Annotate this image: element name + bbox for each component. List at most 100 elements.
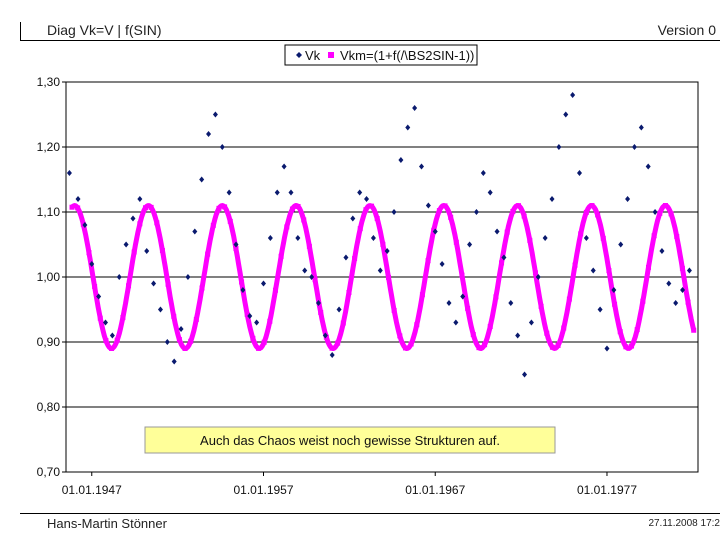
vkm-point xyxy=(86,250,92,256)
vkm-point xyxy=(674,233,680,239)
vkm-point xyxy=(634,327,640,333)
vk-point xyxy=(494,228,500,235)
x-tick-label: 01.01.1957 xyxy=(233,483,293,497)
vk-point xyxy=(137,196,143,202)
vkm-point xyxy=(425,258,431,264)
vkm-point xyxy=(137,221,143,227)
vk-point xyxy=(364,196,370,202)
vk-point xyxy=(666,280,672,287)
vk-point xyxy=(487,189,493,196)
vkm-point xyxy=(391,307,397,313)
vkm-point xyxy=(278,253,284,259)
series-vkm xyxy=(69,203,697,351)
vk-point xyxy=(604,345,610,352)
vkm-point xyxy=(97,315,103,321)
vk-point xyxy=(467,241,473,248)
vkm-point xyxy=(657,210,663,216)
vk-point xyxy=(66,170,72,176)
vkm-point xyxy=(142,205,148,211)
vk-point xyxy=(247,313,253,319)
vk-point xyxy=(556,144,562,150)
vk-point xyxy=(412,105,418,111)
vkm-point xyxy=(357,226,363,232)
vkm-point xyxy=(623,344,629,350)
vk-point xyxy=(96,293,102,300)
vkm-point xyxy=(566,296,572,302)
vk-point xyxy=(439,261,445,267)
vkm-point xyxy=(606,268,612,274)
annotation-box xyxy=(144,426,556,454)
author-label: Hans-Martin Stönner xyxy=(47,516,167,531)
vk-point xyxy=(673,300,679,306)
vkm-point xyxy=(651,233,657,239)
vkm-point xyxy=(92,284,98,290)
vkm-point xyxy=(668,211,674,217)
vkm-point xyxy=(318,309,324,315)
vk-point xyxy=(473,209,479,215)
vk-point xyxy=(638,124,644,131)
vk-point xyxy=(686,267,692,274)
vk-point xyxy=(281,163,287,170)
vk-point xyxy=(206,131,212,137)
vk-point xyxy=(659,248,665,254)
vkm-point xyxy=(470,332,476,338)
vkm-point xyxy=(516,203,522,209)
vk-point xyxy=(315,300,321,306)
vk-point xyxy=(405,124,411,131)
vk-point xyxy=(631,144,637,150)
series-vk xyxy=(66,92,692,378)
vk-point xyxy=(144,248,150,254)
vk-point xyxy=(295,235,301,241)
vkm-point xyxy=(188,338,194,344)
vk-point xyxy=(178,326,184,332)
vkm-point xyxy=(510,208,516,214)
x-axis-ticks: 01.01.1947 01.01.1957 01.01.1967 01.01.1977 xyxy=(62,472,637,497)
vkm-point xyxy=(352,255,358,261)
vkm-point xyxy=(374,216,380,222)
vk-point xyxy=(151,280,157,287)
legend-item-vkm: Vkm=(1+f(/\BS2SIN-1)) xyxy=(328,48,474,63)
footer-rule xyxy=(20,513,720,514)
vkm-point xyxy=(414,322,420,328)
y-axis-ticks: 0,70 0,80 0,90 1,00 1,10 1,20 1,30 xyxy=(37,75,66,479)
vk-point xyxy=(109,332,115,339)
vk-point xyxy=(680,287,686,293)
vk-point xyxy=(501,254,507,261)
vk-point xyxy=(233,241,239,248)
vkm-point xyxy=(165,281,171,287)
vkm-point xyxy=(363,207,369,213)
vkm-point xyxy=(159,248,165,254)
vk-point xyxy=(652,209,658,215)
vk-point xyxy=(240,287,246,293)
vk-point xyxy=(563,111,569,118)
vkm-point xyxy=(335,340,341,346)
vk-point xyxy=(116,274,122,280)
vk-point xyxy=(288,189,294,196)
vkm-point xyxy=(272,287,278,293)
vkm-point xyxy=(612,301,618,307)
vk-point xyxy=(336,306,342,313)
vk-point xyxy=(89,261,95,267)
vkm-point xyxy=(210,222,216,228)
vkm-point xyxy=(227,218,233,224)
vk-point xyxy=(446,300,452,306)
y-tick-label: 0,70 xyxy=(37,465,61,479)
vk-point xyxy=(425,202,431,209)
vkm-point xyxy=(397,333,403,339)
vkm-point xyxy=(691,327,697,333)
vk-point xyxy=(261,280,266,287)
vkm-point xyxy=(114,337,120,343)
vk-point xyxy=(75,196,81,202)
vkm-point xyxy=(538,303,544,309)
vkm-point xyxy=(583,209,589,215)
vkm-point xyxy=(532,270,538,276)
x-tick-label: 01.01.1967 xyxy=(405,483,465,497)
vkm-point xyxy=(645,264,651,270)
vk-point xyxy=(226,189,232,196)
vkm-point xyxy=(679,265,685,271)
vkm-point xyxy=(504,229,510,235)
vkm-point xyxy=(459,272,465,278)
vkm-point xyxy=(685,299,691,305)
vk-point xyxy=(377,267,383,274)
